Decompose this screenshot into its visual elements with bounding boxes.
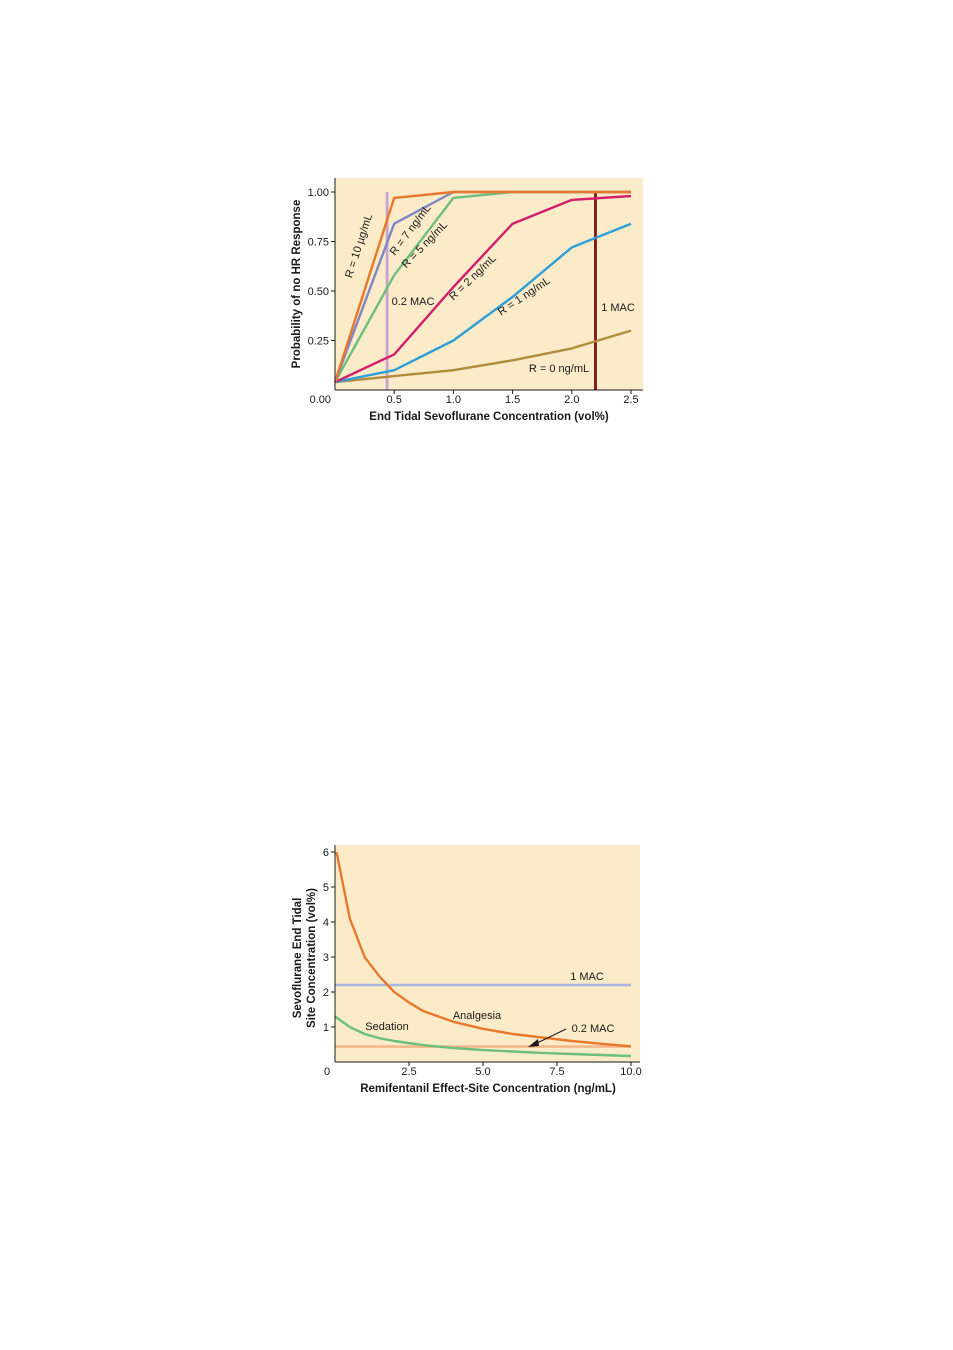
chart-1-series-line-r-0-ng-ml <box>334 329 632 384</box>
chart-2-x-tick-label: 2.5 <box>401 1066 416 1078</box>
chart-1-x-tick-label: 0.5 <box>387 394 402 406</box>
chart-2-hline-label-0-2-mac: 0.2 MAC <box>572 1023 615 1035</box>
chart-1-series-line-r-2-ng-ml <box>334 194 632 384</box>
chart-2-x-tick-label: 7.5 <box>549 1066 564 1078</box>
chart-2-annotation-arrow <box>528 1028 567 1047</box>
chart-2-plot-background <box>335 845 640 1062</box>
chart-1-series-line-r-1-ng-ml <box>334 222 632 384</box>
chart-2-series-line-sedation <box>334 1015 632 1058</box>
chart-1-series-label-r0: R = 0 ng/mL <box>529 363 589 375</box>
chart-1-x-tick-label: 1.5 <box>505 394 520 406</box>
chart-2-y-tick-label: 1 <box>323 1022 329 1034</box>
chart-1: 0.5 1.0 1.5 2.0 2.5 0.25 0.50 0.75 1.00 0.00 End… <box>291 178 643 423</box>
chart-2-x-axis-title: Remifentanil Effect-Site Concentration (… <box>360 1083 616 1095</box>
chart-1-y-axis-title: Probability of no HR Response <box>291 200 303 369</box>
chart-1-y-tick-label: 0.25 <box>308 336 329 348</box>
chart-2-y-axis-title-line-2: Site Concentration (vol%) <box>306 888 318 1028</box>
chart-2-series-line-analgesia <box>335 851 632 1048</box>
chart-1-x-tick-label: 2.0 <box>564 394 579 406</box>
chart-1-origin-label: 0.00 <box>310 394 331 406</box>
chart-2: 2.5 5.0 7.5 10.0 1 2 3 4 5 6 0 Remifentanil Effec… <box>292 845 642 1095</box>
chart-2-y-tick-label: 2 <box>323 987 329 999</box>
chart-2-x-tick-label: 5.0 <box>475 1066 490 1078</box>
chart-2-hline-label-1-mac: 1 MAC <box>570 971 604 983</box>
chart-2-series-label-analgesia: Analgesia <box>453 1010 502 1022</box>
chart-1-series-line-r-10-g-ml <box>333 190 631 383</box>
chart-2-y-tick-label: 4 <box>323 917 329 929</box>
chart-1-x-axis-title: End Tidal Sevoflurane Concentration (vol… <box>369 411 609 423</box>
chart-2-series-label-sedation: Sedation <box>365 1021 408 1033</box>
chart-2-x-tick-label: 10.0 <box>620 1066 641 1078</box>
chart-2-y-tick-label: 5 <box>323 882 329 894</box>
chart-2-origin-label: 0 <box>324 1066 330 1078</box>
chart-1-y-tick-label: 1.00 <box>308 187 329 199</box>
chart-1-x-tick-label: 2.5 <box>623 394 638 406</box>
chart-1-y-tick-label: 0.75 <box>308 237 329 249</box>
chart-1-vline-label-0-2-mac: 0.2 MAC <box>392 296 435 308</box>
chart-1-x-tick-label: 1.0 <box>446 394 461 406</box>
chart-1-y-tick-label: 0.50 <box>308 286 329 298</box>
chart-2-y-tick-label: 6 <box>323 847 329 859</box>
chart-2-y-axis-title-line-1: Sevoflurane End Tidal <box>292 898 304 1019</box>
chart-2-y-tick-label: 3 <box>323 952 329 964</box>
chart-1-vline-label-1-mac: 1 MAC <box>601 302 635 314</box>
